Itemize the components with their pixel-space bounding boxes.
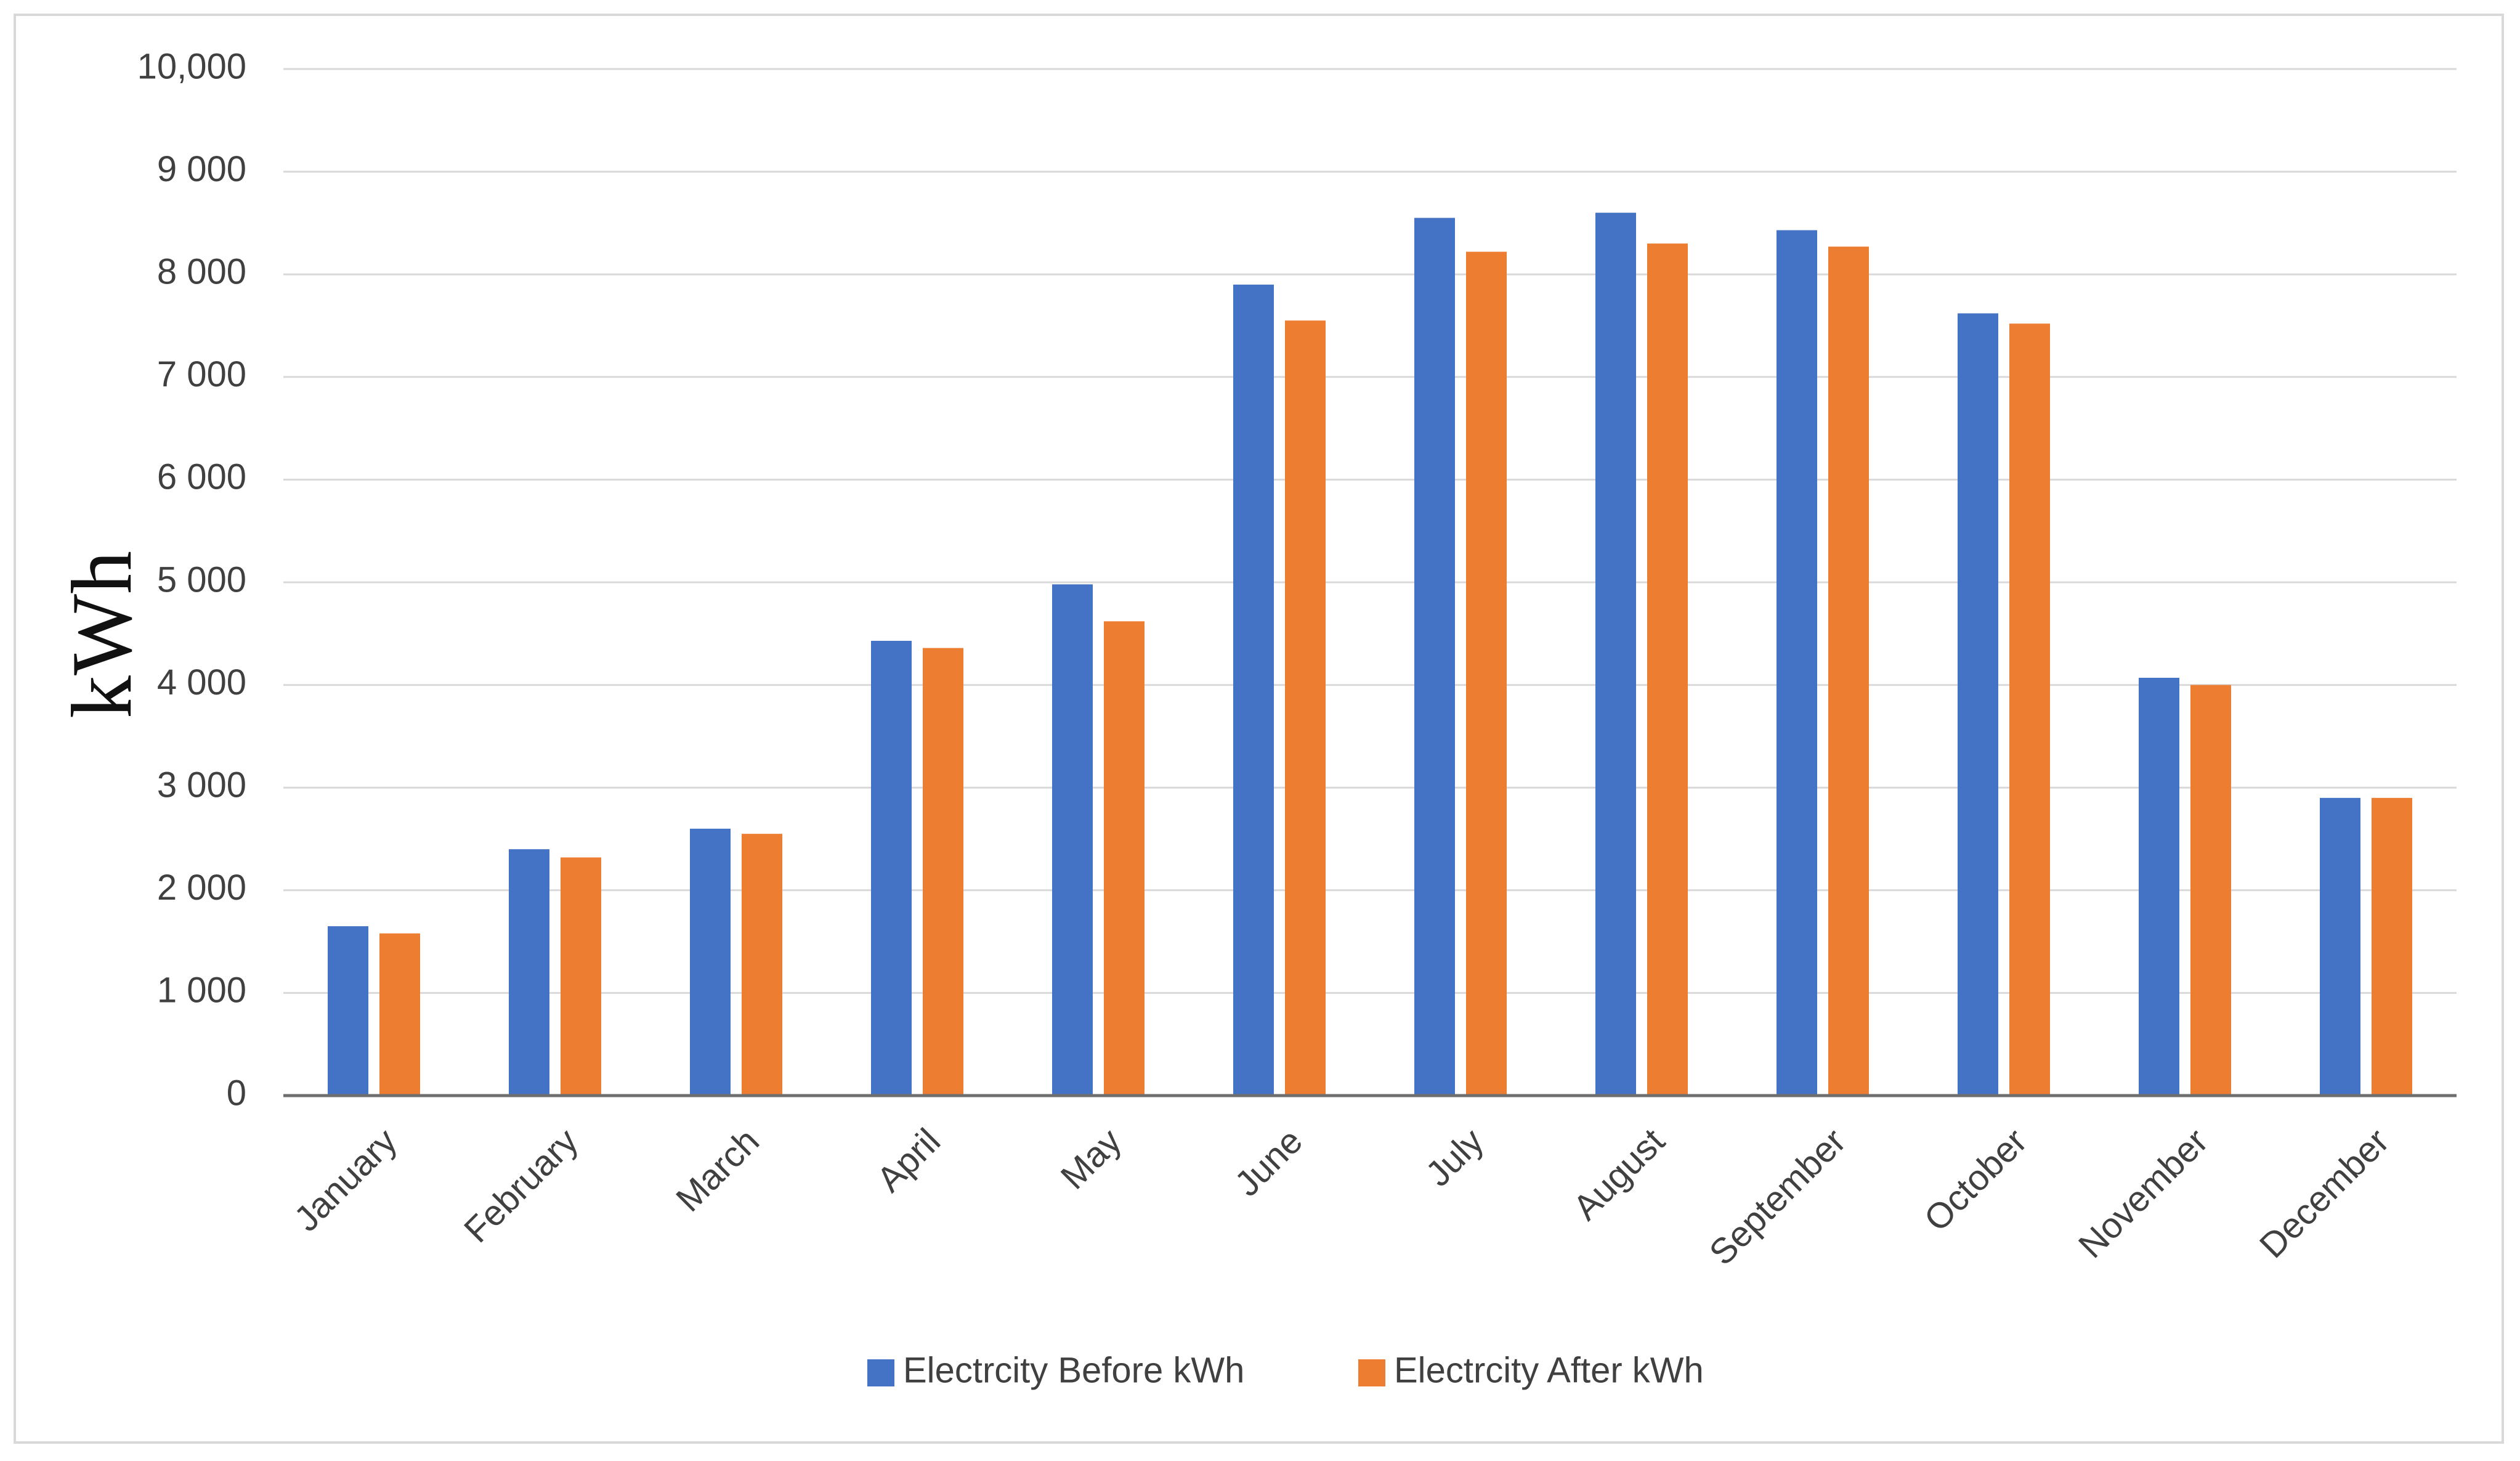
legend-label: Electrcity After kWh bbox=[1394, 1350, 1704, 1390]
x-tick-label: August bbox=[1565, 1121, 1672, 1228]
bar-after-march bbox=[742, 834, 782, 1096]
bar-before-february bbox=[509, 849, 549, 1096]
x-tick-label: July bbox=[1418, 1121, 1491, 1194]
x-tick-label: March bbox=[668, 1121, 767, 1219]
x-tick-labels: January February March April May June July Augu… bbox=[286, 1121, 2397, 1273]
y-tick-label: 0 bbox=[227, 1073, 246, 1113]
bar-before-march bbox=[690, 828, 731, 1096]
x-tick-label: September bbox=[1701, 1121, 1854, 1273]
bar-before-august bbox=[1595, 213, 1636, 1096]
bar-before-november bbox=[2139, 677, 2179, 1096]
bar-after-december bbox=[2372, 797, 2412, 1096]
bar-after-july bbox=[1466, 251, 1507, 1096]
y-tick-label: 9 000 bbox=[157, 149, 246, 189]
x-tick-label: October bbox=[1916, 1121, 2035, 1239]
x-tick-label: December bbox=[2252, 1121, 2397, 1266]
y-tick-label: 8 000 bbox=[157, 252, 246, 292]
bar-after-september bbox=[1828, 246, 1869, 1096]
y-tick-label: 1 000 bbox=[157, 971, 246, 1011]
bar-before-december bbox=[2320, 797, 2360, 1096]
legend-label: Electrcity Before kWh bbox=[903, 1350, 1244, 1390]
bars bbox=[328, 213, 2412, 1096]
legend: Electrcity Before kWh Electrcity After kW… bbox=[867, 1350, 1704, 1390]
bar-before-april bbox=[871, 640, 912, 1096]
bar-after-october bbox=[2009, 324, 2050, 1096]
y-tick-label: 5 000 bbox=[157, 560, 246, 600]
y-tick-labels: 0 1 000 2 000 3 000 4 000 5 000 6 000 7 000 8 00… bbox=[137, 46, 246, 1113]
bar-before-september bbox=[1777, 230, 1817, 1096]
bar-after-june bbox=[1285, 320, 1326, 1096]
bar-before-june bbox=[1233, 284, 1274, 1096]
y-axis-label: kWh bbox=[54, 551, 150, 718]
bar-after-january bbox=[379, 933, 420, 1096]
bar-after-august bbox=[1647, 243, 1688, 1096]
legend-swatch bbox=[867, 1359, 894, 1386]
y-tick-label: 2 000 bbox=[157, 868, 246, 908]
bar-after-april bbox=[923, 648, 963, 1096]
x-tick-label: February bbox=[456, 1121, 586, 1250]
x-tick-label: January bbox=[286, 1121, 405, 1239]
bar-after-may bbox=[1104, 621, 1145, 1096]
y-tick-label: 3 000 bbox=[157, 765, 246, 805]
x-tick-label: June bbox=[1227, 1121, 1310, 1204]
y-tick-label: 4 000 bbox=[157, 662, 246, 702]
bar-after-february bbox=[561, 857, 601, 1096]
y-tick-label: 6 000 bbox=[157, 457, 246, 497]
bar-before-july bbox=[1414, 218, 1455, 1096]
gridlines bbox=[283, 68, 2457, 994]
x-tick-label: May bbox=[1053, 1121, 1129, 1197]
y-tick-label: 7 000 bbox=[157, 354, 246, 394]
bar-before-may bbox=[1052, 584, 1093, 1096]
bar-after-november bbox=[2190, 685, 2231, 1096]
bar-before-october bbox=[1958, 313, 1998, 1096]
legend-swatch bbox=[1358, 1359, 1385, 1386]
y-tick-label: 10,000 bbox=[137, 46, 246, 86]
bar-before-january bbox=[328, 926, 368, 1096]
x-tick-label: April bbox=[869, 1121, 948, 1200]
x-tick-label: November bbox=[2071, 1121, 2216, 1266]
